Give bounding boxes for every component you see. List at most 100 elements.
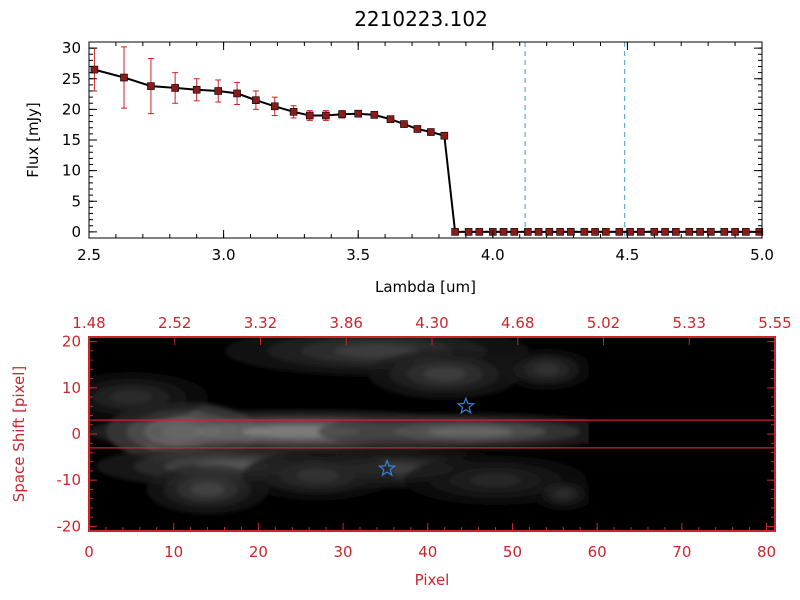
spectrum-x-tick-2: 3.5 xyxy=(346,246,370,264)
image-y-tick-2: 0 xyxy=(71,425,81,443)
spectrum-y-tick-5: 25 xyxy=(62,70,81,88)
image-y-tick-0: -20 xyxy=(57,517,82,535)
image-top-tick-5: 4.68 xyxy=(501,314,534,332)
spectrum-ticks: 2.5 3.0 3.5 4.0 4.5 5.0 0 5 10 15 20 25 30 xyxy=(62,39,774,264)
data-point-17 xyxy=(413,125,422,133)
spectrum-y-tick-2: 10 xyxy=(62,162,81,180)
image-top-tick-6: 5.02 xyxy=(587,314,620,332)
data-point-45 xyxy=(742,228,750,236)
data-point-12 xyxy=(338,110,346,119)
data-point-25 xyxy=(510,228,519,236)
data-point-18 xyxy=(427,128,435,136)
data-point-22 xyxy=(475,228,484,236)
data-point-9 xyxy=(289,108,298,116)
data-point-35 xyxy=(626,228,634,236)
emission-blob-8 xyxy=(368,349,521,399)
data-point-24 xyxy=(499,228,508,236)
spectrum-plot-frame xyxy=(88,41,763,239)
image-x-tick-7: 70 xyxy=(672,543,691,561)
spectral-image-plot: 0 10 20 30 40 50 60 70 80 1.48 2.52 3.32 3.86 4.30 4.6… xyxy=(10,314,792,589)
data-point-20 xyxy=(451,228,459,236)
image-y-tick-1: -10 xyxy=(57,471,82,489)
data-point-43 xyxy=(720,228,729,236)
image-x-tick-2: 20 xyxy=(249,543,268,561)
spectrum-y-tick-4: 20 xyxy=(62,100,81,118)
data-point-36 xyxy=(637,228,645,236)
spectrum-x-tick-1: 3.0 xyxy=(212,246,236,264)
data-point-7 xyxy=(252,96,260,104)
data-point-27 xyxy=(534,228,543,236)
image-top-tick-7: 5.33 xyxy=(673,314,706,332)
data-point-40 xyxy=(685,228,694,236)
image-emission xyxy=(89,337,623,515)
dashed-markers xyxy=(455,42,762,238)
image-y-axis-label: Space Shift [pixel] xyxy=(10,366,28,503)
image-x-tick-5: 50 xyxy=(503,543,522,561)
image-x-tick-3: 30 xyxy=(334,543,353,561)
data-point-5 xyxy=(214,87,223,95)
image-x-axis-label: Pixel xyxy=(415,571,450,589)
image-x-tick-0: 0 xyxy=(84,543,94,561)
image-x-tick-6: 60 xyxy=(588,543,607,561)
spectrum-y-tick-3: 15 xyxy=(62,131,81,149)
spectrum-y-tick-0: 0 xyxy=(71,223,81,241)
image-y-tick-3: 10 xyxy=(62,379,81,397)
image-ticks: 0 10 20 30 40 50 60 70 80 1.48 2.52 3.32 3.86 4.30 4.6… xyxy=(57,314,792,561)
data-point-2 xyxy=(147,82,155,90)
emission-blob-6 xyxy=(241,450,394,501)
data-point-38 xyxy=(661,228,669,236)
data-point-14 xyxy=(370,111,379,119)
spectrum-x-tick-5: 5.0 xyxy=(750,246,774,264)
data-point-4 xyxy=(192,85,201,94)
image-x-tick-1: 10 xyxy=(164,543,183,561)
data-point-41 xyxy=(696,228,704,236)
image-x-tick-8: 80 xyxy=(757,543,776,561)
spectrum-x-tick-3: 4.0 xyxy=(481,246,505,264)
emission-blob-12 xyxy=(532,477,594,511)
spectrum-line xyxy=(94,68,760,233)
chart-title: 2210223.102 xyxy=(354,7,488,31)
image-top-tick-8: 5.55 xyxy=(758,314,791,332)
data-point-21 xyxy=(464,228,473,236)
data-point-32 xyxy=(591,228,599,236)
data-point-28 xyxy=(545,228,554,236)
no-signal-region xyxy=(588,337,775,531)
spectrum-y-tick-6: 30 xyxy=(62,39,81,57)
image-x-tick-4: 40 xyxy=(418,543,437,561)
data-point-30 xyxy=(567,228,575,236)
data-point-3 xyxy=(171,84,179,92)
image-y-tick-4: 20 xyxy=(62,333,81,351)
star-marker-1 xyxy=(377,458,397,477)
data-point-0 xyxy=(90,65,99,74)
data-point-15 xyxy=(386,115,395,123)
emission-blob-10 xyxy=(89,372,208,422)
data-point-10 xyxy=(305,111,314,120)
spectrum-markers xyxy=(90,65,764,236)
image-top-tick-1: 2.52 xyxy=(158,314,191,332)
data-point-16 xyxy=(400,120,408,128)
data-point-13 xyxy=(354,109,363,118)
image-top-tick-0: 1.48 xyxy=(72,314,105,332)
error-bars xyxy=(91,46,448,140)
data-point-31 xyxy=(580,228,589,236)
emission-blob-2 xyxy=(317,413,623,450)
star-markers xyxy=(377,396,476,477)
image-top-tick-3: 3.86 xyxy=(330,314,363,332)
spectrum-y-axis-label: Flux [mJy] xyxy=(24,102,42,178)
image-top-tick-2: 3.32 xyxy=(244,314,277,332)
data-point-11 xyxy=(322,111,330,120)
spectrum-y-tick-1: 5 xyxy=(71,192,81,210)
data-point-1 xyxy=(120,73,128,82)
spectrum-x-tick-4: 4.5 xyxy=(615,246,639,264)
emission-blob-9 xyxy=(500,348,593,391)
data-point-42 xyxy=(707,228,715,236)
data-point-6 xyxy=(233,89,241,98)
extraction-lines xyxy=(89,337,775,531)
data-point-29 xyxy=(556,228,564,236)
emission-blob-5 xyxy=(146,464,269,515)
data-point-19 xyxy=(440,131,449,140)
spectrum-plot: 2.5 3.0 3.5 4.0 4.5 5.0 0 5 10 15 20 25 30 Lambda [u… xyxy=(24,39,774,296)
spectrum-x-axis-label: Lambda [um] xyxy=(375,278,476,296)
data-point-39 xyxy=(672,228,680,236)
